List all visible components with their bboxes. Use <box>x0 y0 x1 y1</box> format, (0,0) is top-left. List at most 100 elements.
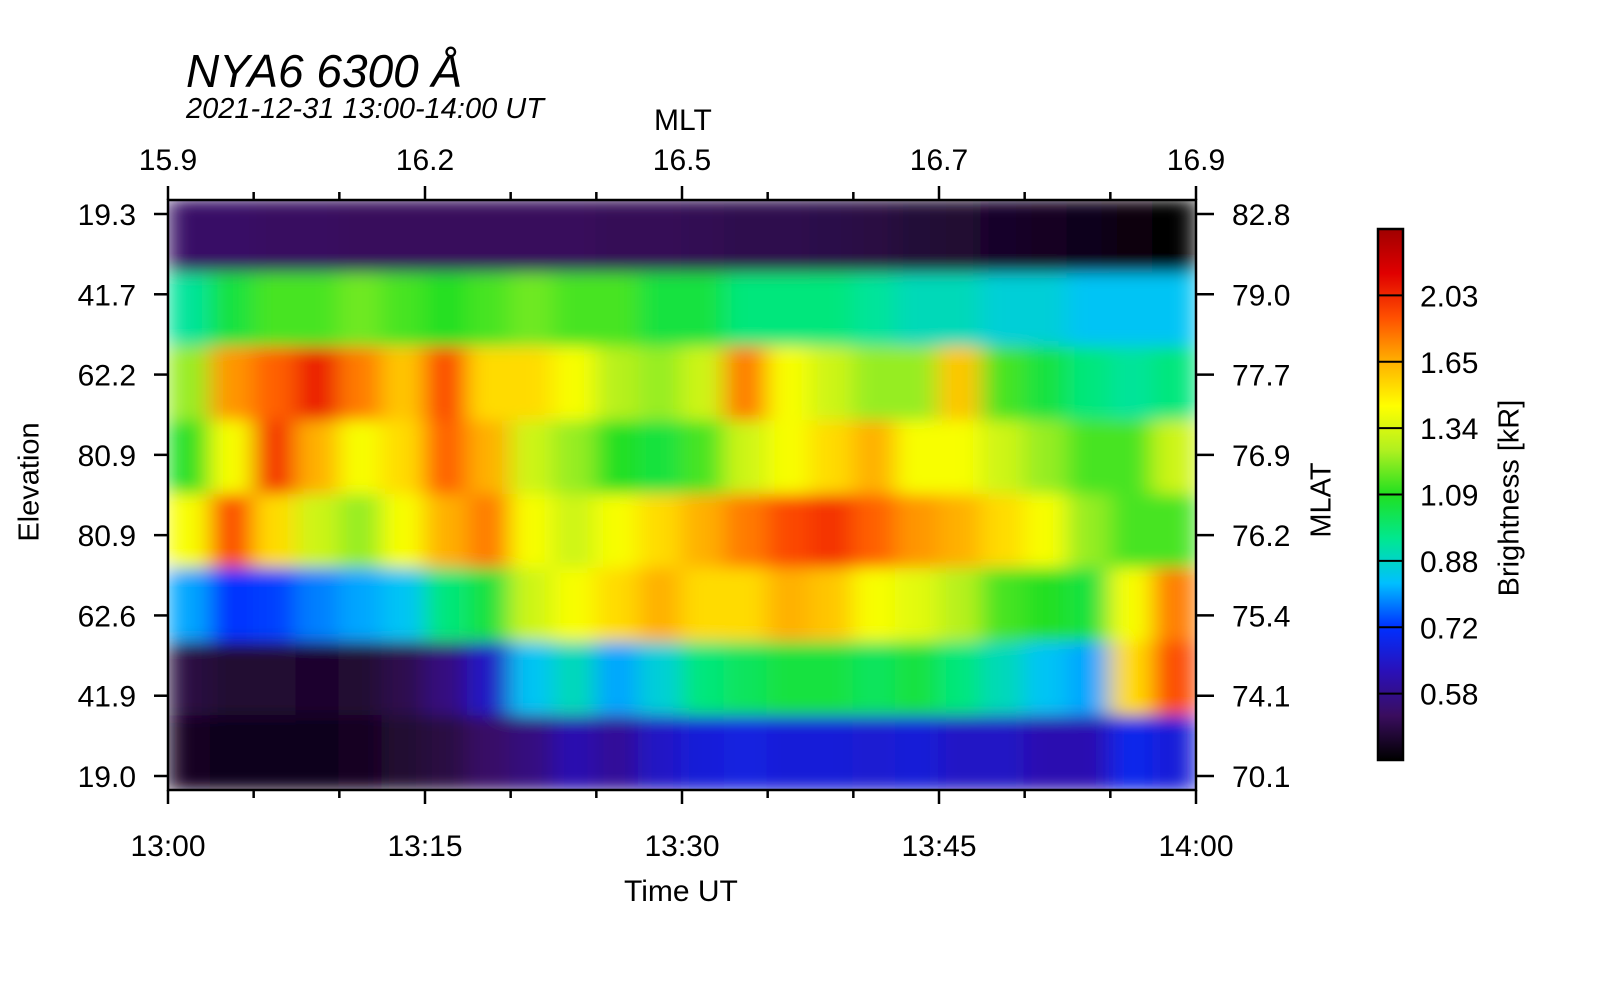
heat-cell <box>424 494 469 570</box>
heat-cell <box>638 494 683 570</box>
heat-cell <box>681 567 726 644</box>
heat-cell <box>209 567 255 644</box>
heat-cell <box>595 494 641 570</box>
heat-cell <box>766 494 812 570</box>
heat-cell <box>381 494 426 570</box>
heat-cell <box>809 272 855 349</box>
heat-cell <box>895 641 940 718</box>
heat-cell <box>252 346 298 423</box>
y-tick-label: 80.9 <box>78 440 136 473</box>
heat-cell <box>252 200 298 275</box>
heat-cell <box>723 346 769 423</box>
heat-cell <box>638 200 683 275</box>
chart-title: NYA6 6300 Å <box>186 45 463 97</box>
heat-cell <box>895 200 940 275</box>
heat-cell <box>295 494 341 570</box>
heat-cell <box>466 272 512 349</box>
heat-cell <box>809 567 855 644</box>
heat-cell <box>766 272 812 349</box>
heat-cell <box>466 346 512 423</box>
heat-cell <box>295 200 341 275</box>
heat-cell <box>466 200 512 275</box>
heat-cell <box>381 715 426 790</box>
right-tick-label: 82.8 <box>1232 199 1290 232</box>
top-axis-label: MLT <box>654 104 712 137</box>
right-tick-label: 74.1 <box>1232 681 1290 714</box>
heat-cell <box>938 715 983 790</box>
heat-cell <box>723 420 769 497</box>
y-tick-label: 62.6 <box>78 600 136 633</box>
heat-cell <box>209 420 255 497</box>
heat-cell <box>852 567 898 644</box>
heat-cell <box>938 641 983 718</box>
heat-cell <box>252 420 298 497</box>
colorbar-tick-label: 0.72 <box>1420 612 1478 645</box>
heat-cell <box>209 346 255 423</box>
heat-cell <box>168 641 212 718</box>
heat-cell <box>509 346 555 423</box>
heat-cell <box>338 200 384 275</box>
heat-cell <box>595 715 641 790</box>
right-tick-label: 79.0 <box>1232 279 1290 312</box>
heat-cell <box>424 272 469 349</box>
right-tick-label: 75.4 <box>1232 600 1290 633</box>
heat-cell <box>552 567 598 644</box>
heat-cell <box>1152 200 1196 275</box>
heat-cell <box>252 567 298 644</box>
heat-cell <box>168 715 212 790</box>
heat-cell <box>1023 715 1069 790</box>
top-tick-label: 16.9 <box>1167 144 1225 177</box>
heat-cell <box>980 272 1026 349</box>
heat-cell <box>852 420 898 497</box>
heat-cell <box>338 641 384 718</box>
heat-cell <box>552 420 598 497</box>
heat-cell <box>766 420 812 497</box>
heat-cell <box>509 715 555 790</box>
heat-cell <box>424 200 469 275</box>
heat-cell <box>1152 494 1196 570</box>
heat-cell <box>1109 715 1155 790</box>
heat-cell <box>681 200 726 275</box>
heat-cell <box>1066 641 1112 718</box>
heat-cell <box>424 346 469 423</box>
heat-cell <box>466 567 512 644</box>
y-tick-label: 80.9 <box>78 520 136 553</box>
heat-cell <box>1066 272 1112 349</box>
heat-cell <box>895 420 940 497</box>
heat-cell <box>1109 567 1155 644</box>
heat-cell <box>509 567 555 644</box>
heat-cell <box>638 715 683 790</box>
heat-cell <box>466 641 512 718</box>
heat-cell <box>980 494 1026 570</box>
heat-cell <box>552 346 598 423</box>
heat-cell <box>723 641 769 718</box>
heat-cell <box>168 420 212 497</box>
y-tick-label: 19.3 <box>78 199 136 232</box>
heat-cell <box>938 200 983 275</box>
heat-cell <box>1152 346 1196 423</box>
heat-cell <box>381 200 426 275</box>
heat-cell <box>338 567 384 644</box>
heat-cell <box>852 494 898 570</box>
heat-cell <box>168 346 212 423</box>
y-tick-label: 41.7 <box>78 279 136 312</box>
colorbar-tick-label: 0.58 <box>1420 679 1478 712</box>
heat-cell <box>1023 420 1069 497</box>
heat-cell <box>381 272 426 349</box>
heat-cell <box>766 200 812 275</box>
heat-cell <box>1152 715 1196 790</box>
heat-cell <box>252 272 298 349</box>
heat-cell <box>681 346 726 423</box>
heat-cell <box>1109 200 1155 275</box>
heat-cell <box>895 346 940 423</box>
top-tick-label: 16.5 <box>653 144 711 177</box>
heat-cell <box>552 715 598 790</box>
heat-cell <box>1152 420 1196 497</box>
heat-cell <box>1066 567 1112 644</box>
heat-cell <box>766 641 812 718</box>
heat-cell <box>209 641 255 718</box>
heat-cell <box>723 567 769 644</box>
heat-cell <box>595 346 641 423</box>
x-axis-label: Time UT <box>624 875 738 908</box>
heat-cell <box>1066 715 1112 790</box>
